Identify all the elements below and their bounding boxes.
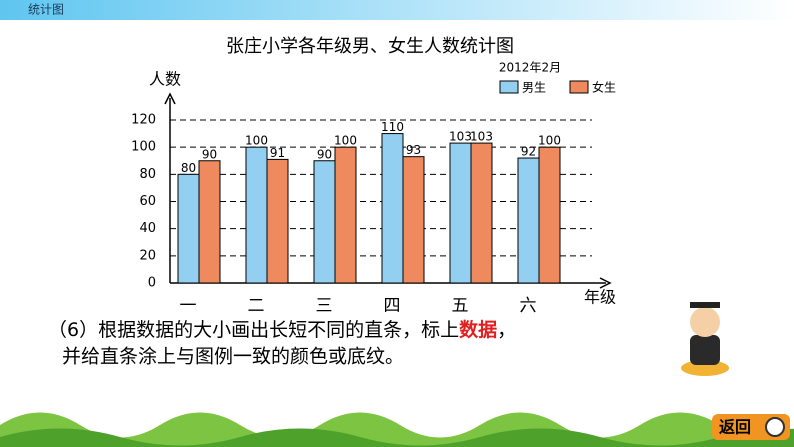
- bar: [402, 156, 425, 284]
- x-tick-label: 二: [248, 296, 265, 316]
- chart-title: 张庄小学各年级男、女生人数统计图: [226, 36, 514, 57]
- x-tick-label: 六: [520, 296, 537, 316]
- bar: [517, 157, 540, 284]
- bar: [177, 173, 200, 284]
- instruction-line2: 并给直条涂上与图例一致的颜色或底纹。: [62, 346, 404, 368]
- bar: [449, 142, 472, 284]
- value-label: 100: [334, 134, 357, 148]
- back-label[interactable]: 返回: [719, 418, 751, 437]
- legend-swatch: [569, 80, 589, 94]
- chart-subtitle: 2012年2月: [499, 61, 561, 75]
- x-axis-arrow: [599, 277, 612, 289]
- bar: [266, 158, 289, 284]
- y-axis-arrow: [164, 92, 176, 105]
- y-tick-label: 0: [148, 276, 156, 291]
- back-button[interactable]: 返回: [712, 414, 790, 440]
- value-label: 103: [470, 130, 493, 144]
- x-axis-label: 年级: [584, 288, 616, 307]
- x-tick-label: 一: [180, 296, 197, 316]
- legend-swatch: [499, 80, 519, 94]
- value-label: 100: [245, 134, 268, 148]
- bar: [313, 160, 336, 284]
- value-label: 110: [381, 120, 404, 134]
- value-label: 103: [449, 130, 472, 144]
- value-label: 93: [406, 143, 421, 157]
- y-tick-label: 100: [131, 140, 156, 155]
- mascot: [681, 302, 729, 376]
- y-tick-label: 80: [139, 167, 156, 182]
- y-tick-label: 60: [139, 194, 156, 209]
- bar: [334, 146, 357, 284]
- instruction-text: （6）根据数据的大小画出长短不同的直条，标上: [48, 319, 459, 341]
- value-label: 90: [202, 147, 217, 161]
- value-label: 100: [538, 134, 561, 148]
- bar: [538, 146, 561, 284]
- bar: [470, 142, 493, 284]
- legend-label: 女生: [592, 80, 616, 95]
- instruction-line1: （6）根据数据的大小画出长短不同的直条，标上数据，: [48, 318, 516, 341]
- bar: [198, 160, 221, 284]
- value-label: 91: [270, 146, 285, 160]
- value-label: 92: [521, 145, 536, 159]
- grass-front: [0, 428, 794, 447]
- header-title: 统计图: [28, 3, 64, 17]
- bar: [245, 146, 268, 284]
- x-tick-label: 四: [384, 296, 401, 316]
- x-tick-label: 五: [452, 296, 469, 316]
- x-tick-label: 三: [316, 296, 333, 316]
- bar: [381, 133, 404, 284]
- value-label: 80: [181, 161, 196, 175]
- value-label: 90: [317, 147, 332, 161]
- y-tick-label: 120: [131, 113, 156, 128]
- instruction-text: ，: [497, 319, 516, 341]
- legend-label: 男生: [522, 81, 546, 95]
- y-tick-label: 40: [139, 221, 156, 236]
- y-tick-label: 20: [139, 248, 156, 263]
- header-bar: [0, 0, 794, 20]
- instruction-highlight: 数据: [459, 318, 497, 341]
- y-axis-label: 人数: [149, 70, 181, 89]
